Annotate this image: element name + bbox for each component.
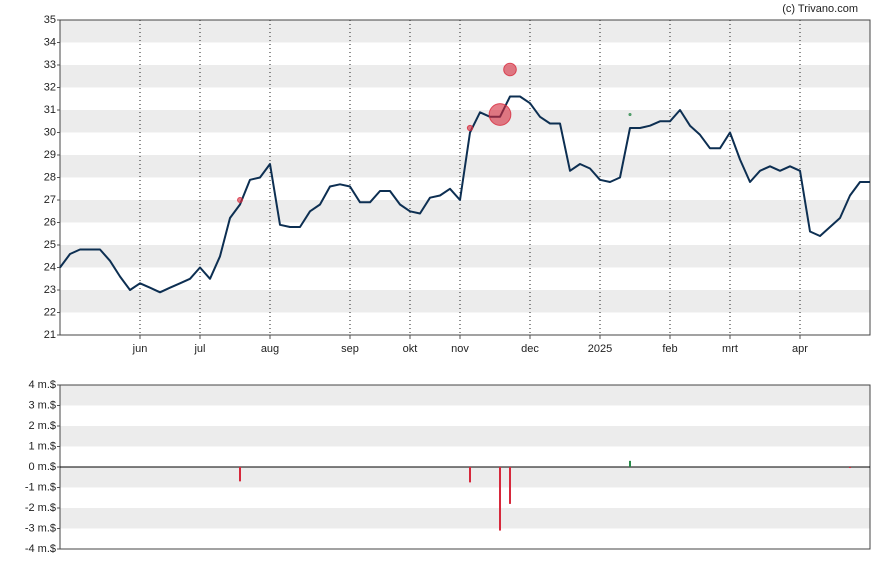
x-tick-label: nov	[451, 343, 469, 355]
x-tick-label: sep	[341, 343, 359, 355]
bar	[509, 467, 511, 504]
bar	[499, 467, 501, 531]
y-tick-label: 27	[44, 194, 56, 206]
x-tick-label: mrt	[722, 343, 738, 355]
y-tick-label: 29	[44, 149, 56, 161]
y-tick-label: 21	[44, 329, 56, 341]
y-tick-label: 35	[44, 14, 56, 26]
x-tick-label: dec	[521, 343, 539, 355]
bar	[849, 467, 851, 469]
trade-bubble	[628, 112, 632, 117]
y-tick-label: 34	[44, 36, 56, 48]
y-tick-label: -4 m.$	[25, 543, 56, 555]
grid-band	[60, 385, 870, 406]
x-tick-label: feb	[662, 343, 677, 355]
grid-band	[60, 426, 870, 447]
y-tick-label: 31	[44, 104, 56, 116]
y-tick-label: 23	[44, 284, 56, 296]
y-tick-label: 2 m.$	[28, 420, 56, 432]
grid-band	[60, 508, 870, 529]
trade-bubble	[503, 62, 517, 77]
y-tick-label: 22	[44, 306, 56, 318]
y-tick-label: -1 m.$	[25, 481, 56, 493]
bar	[629, 460, 631, 467]
y-tick-label: 3 m.$	[28, 399, 56, 411]
price-line	[59, 95, 870, 294]
x-tick-label: jun	[132, 343, 148, 355]
grid-band	[60, 467, 870, 488]
y-tick-label: 24	[44, 261, 56, 273]
x-tick-label: jul	[193, 343, 205, 355]
y-tick-label: 33	[44, 59, 56, 71]
y-tick-label: 28	[44, 171, 56, 183]
grid-band	[60, 110, 870, 133]
y-tick-label: 1 m.$	[28, 440, 56, 452]
y-tick-label: -2 m.$	[25, 502, 56, 514]
bar	[239, 467, 241, 482]
y-tick-label: 26	[44, 216, 56, 228]
y-tick-label: 0 m.$	[28, 461, 56, 473]
y-tick-label: -3 m.$	[25, 522, 56, 534]
x-tick-label: 2025	[588, 343, 612, 355]
y-tick-label: 25	[44, 239, 56, 251]
x-tick-label: aug	[261, 343, 279, 355]
bar	[469, 467, 471, 483]
y-tick-label: 32	[44, 81, 56, 93]
trade-bubble	[466, 124, 474, 132]
trade-bubble	[237, 197, 243, 203]
source: (c) Trivano.com	[782, 3, 858, 15]
x-tick-label: apr	[792, 343, 808, 355]
x-tick-label: okt	[403, 343, 418, 355]
trade-bubble	[488, 103, 512, 126]
grid-band	[60, 245, 870, 268]
plot-frame	[59, 19, 871, 336]
grid-band	[60, 290, 870, 313]
y-tick-label: 30	[44, 126, 56, 138]
grid-band	[60, 65, 870, 88]
grid-band	[60, 200, 870, 223]
grid-band	[60, 20, 870, 43]
y-tick-label: 4 m.$	[28, 379, 56, 391]
